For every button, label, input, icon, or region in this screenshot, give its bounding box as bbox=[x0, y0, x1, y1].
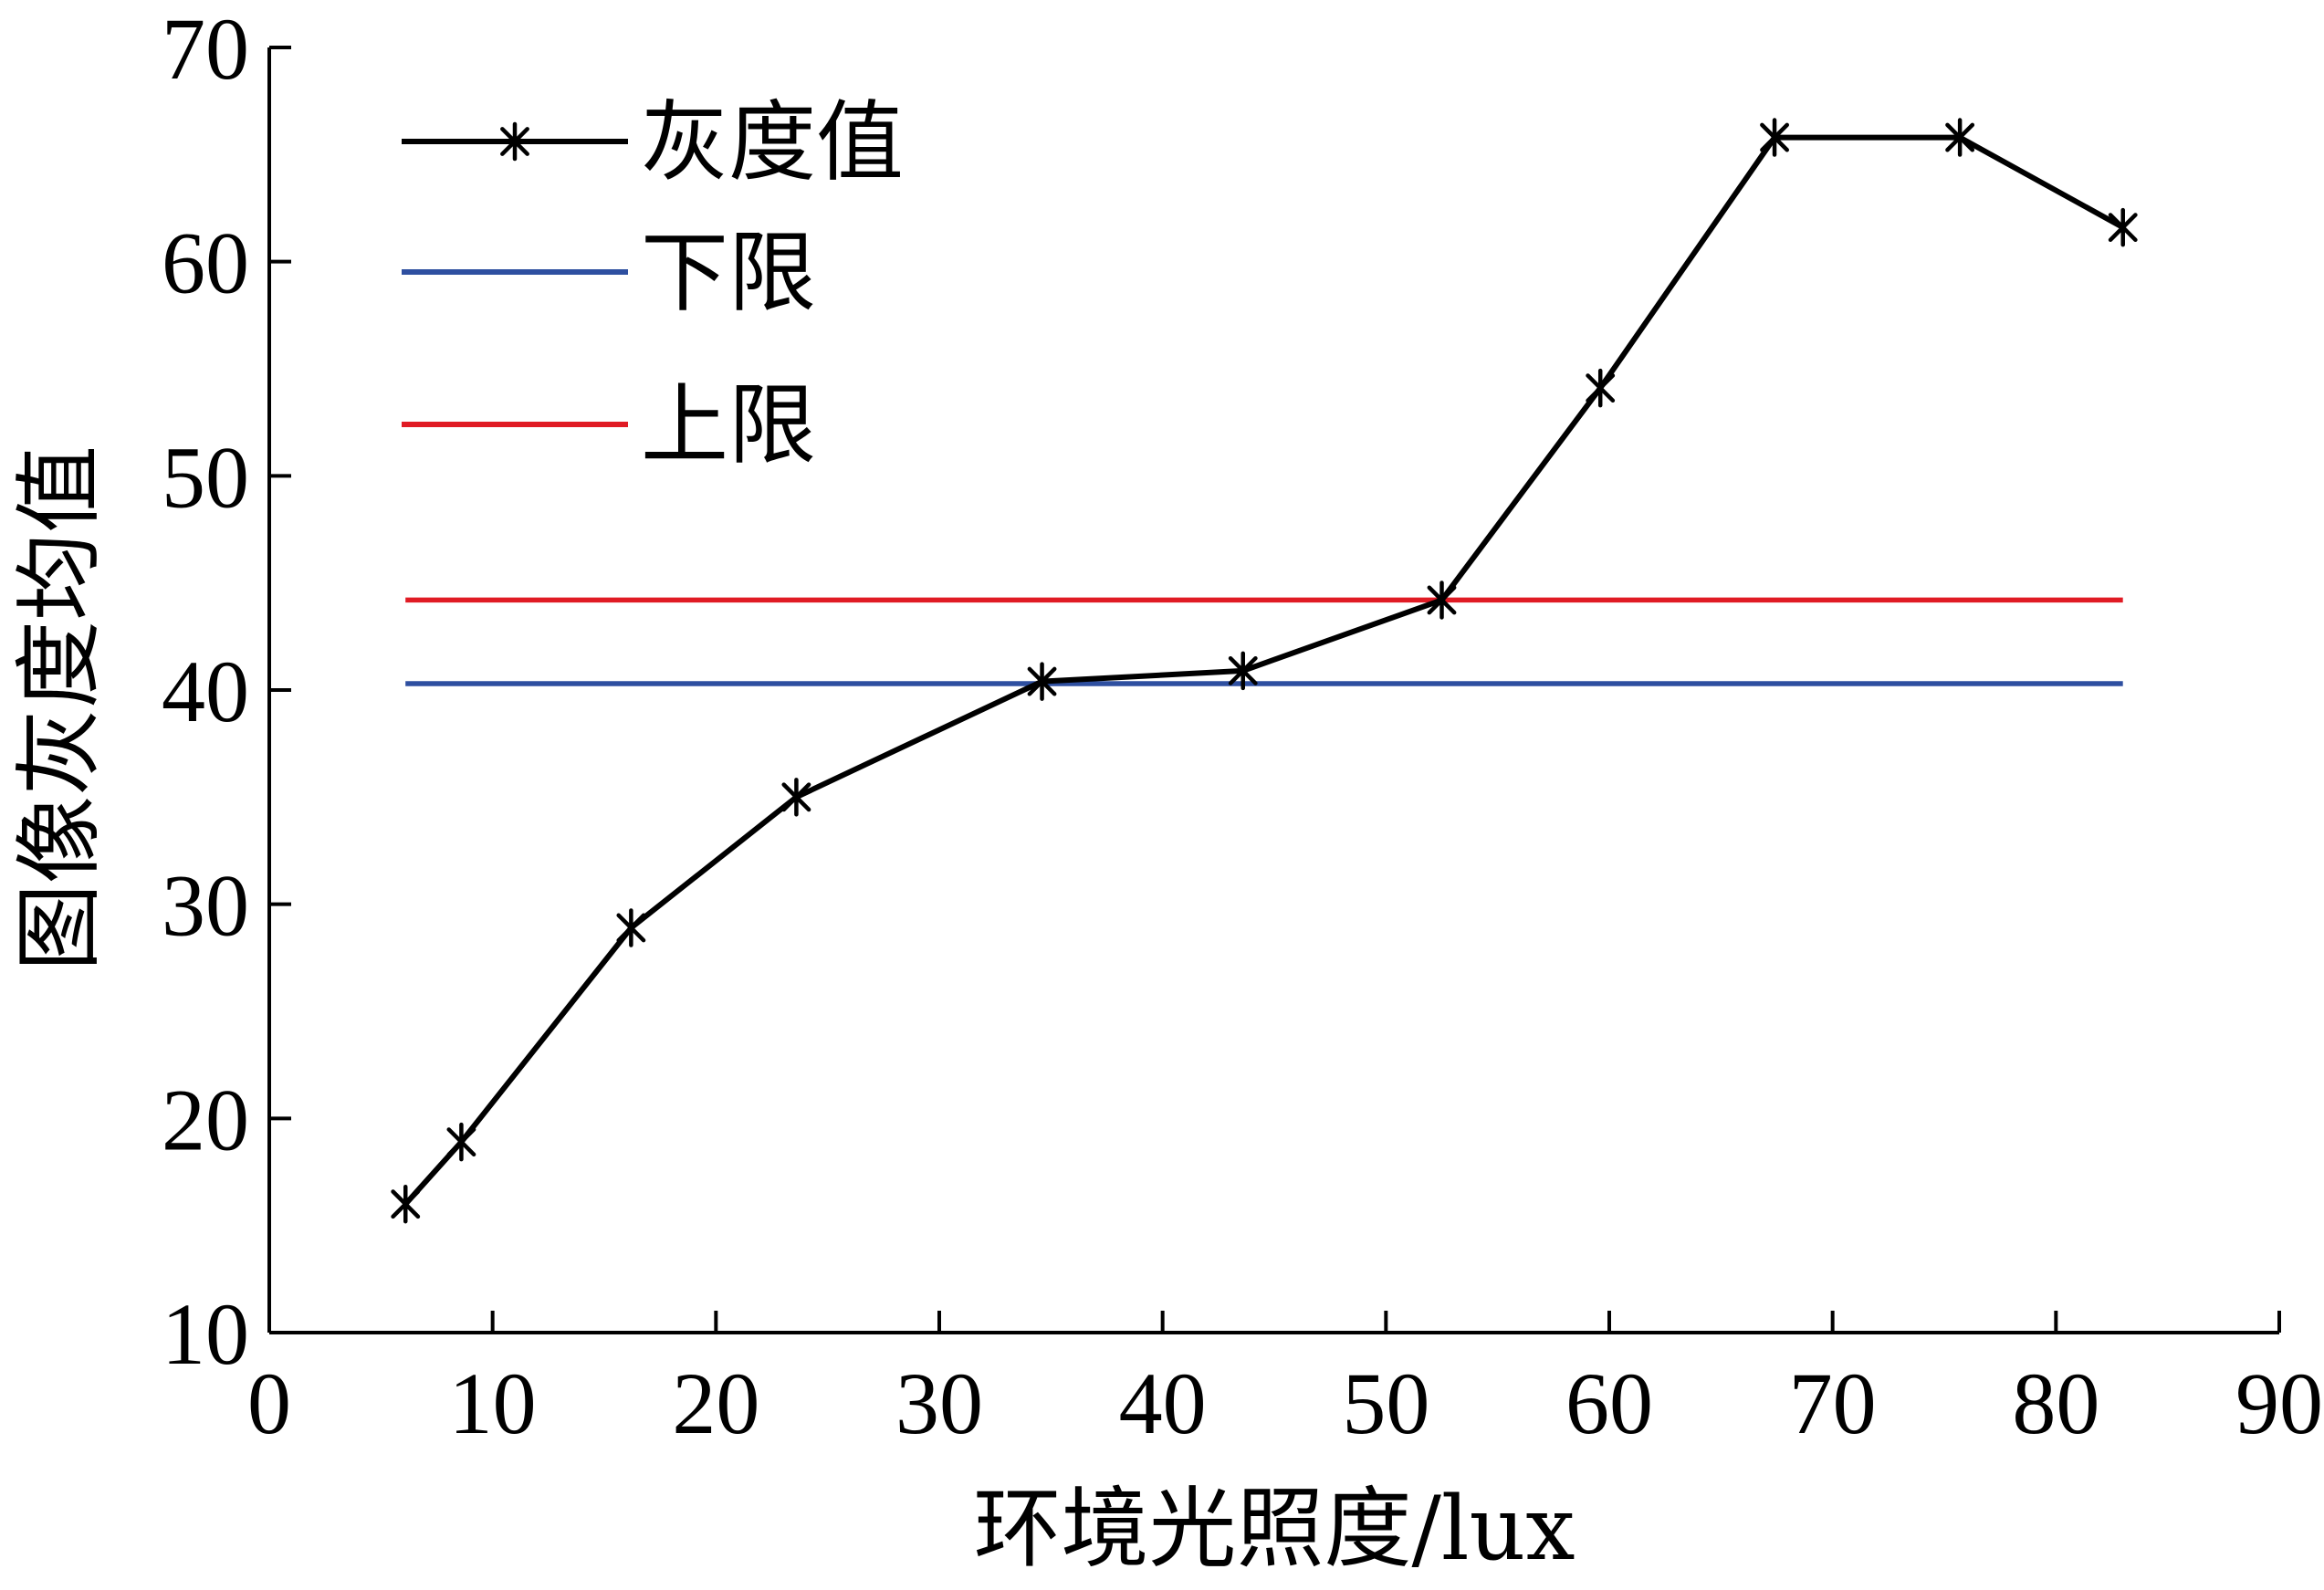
y-ticks: 10 20 30 40 50 60 70 bbox=[162, 0, 291, 1383]
y-tick-label: 70 bbox=[162, 0, 249, 98]
y-tick-label: 60 bbox=[162, 214, 249, 312]
data-point-marker bbox=[2108, 207, 2138, 247]
marker-stroke bbox=[1586, 373, 1616, 403]
y-tick-label: 10 bbox=[162, 1285, 249, 1383]
marker-stroke bbox=[1228, 655, 1258, 685]
series-layer bbox=[391, 118, 2138, 1224]
y-axis-title: 图像灰度均值 bbox=[8, 445, 110, 971]
x-tick-label: 60 bbox=[1565, 1355, 1653, 1452]
marker-stroke bbox=[1027, 666, 1057, 696]
y-tick-label: 20 bbox=[162, 1071, 249, 1168]
x-tick-label: 10 bbox=[449, 1355, 537, 1452]
x-tick-label: 80 bbox=[2012, 1355, 2099, 1452]
data-point-marker bbox=[1586, 368, 1616, 408]
data-point-marker bbox=[500, 121, 529, 162]
data-point-marker bbox=[1945, 118, 1975, 157]
marker-stroke bbox=[2108, 213, 2138, 243]
marker-stroke bbox=[391, 1189, 421, 1219]
legend-label-gray-value: 灰度值 bbox=[641, 91, 904, 194]
x-tick-label: 40 bbox=[1119, 1355, 1207, 1452]
x-ticks: 0 10 20 30 40 50 60 70 80 90 bbox=[247, 1311, 2323, 1452]
x-axis-title: 环境光照度/lux bbox=[973, 1478, 1575, 1580]
marker-stroke bbox=[1945, 122, 1975, 152]
x-tick-label: 30 bbox=[895, 1355, 983, 1452]
data-point-marker bbox=[616, 908, 646, 947]
x-tick-label: 0 bbox=[247, 1355, 291, 1452]
legend-label-upper-limit: 上限 bbox=[641, 374, 816, 476]
chart-axes bbox=[267, 47, 2279, 1334]
marker-stroke bbox=[446, 1127, 476, 1157]
legend-label-lower-limit: 下限 bbox=[641, 222, 816, 324]
y-tick-label: 40 bbox=[162, 643, 249, 740]
x-tick-label: 70 bbox=[1789, 1355, 1877, 1452]
y-tick-label: 30 bbox=[162, 857, 249, 955]
marker-stroke bbox=[616, 913, 646, 943]
data-point-marker bbox=[1760, 118, 1789, 157]
marker-stroke bbox=[500, 127, 529, 156]
data-point-marker bbox=[781, 778, 811, 817]
data-point-marker bbox=[391, 1184, 421, 1224]
x-tick-label: 20 bbox=[672, 1355, 759, 1452]
x-tick-label: 50 bbox=[1342, 1355, 1429, 1452]
marker-stroke bbox=[781, 782, 811, 812]
marker-stroke bbox=[1427, 585, 1457, 615]
data-point-marker bbox=[446, 1122, 476, 1162]
x-tick-label: 90 bbox=[2235, 1355, 2323, 1452]
data-point-marker bbox=[1228, 651, 1258, 691]
y-tick-label: 50 bbox=[162, 428, 249, 526]
marker-stroke bbox=[1760, 122, 1789, 152]
data-point-marker bbox=[1027, 662, 1057, 701]
data-point-marker bbox=[1427, 581, 1457, 620]
